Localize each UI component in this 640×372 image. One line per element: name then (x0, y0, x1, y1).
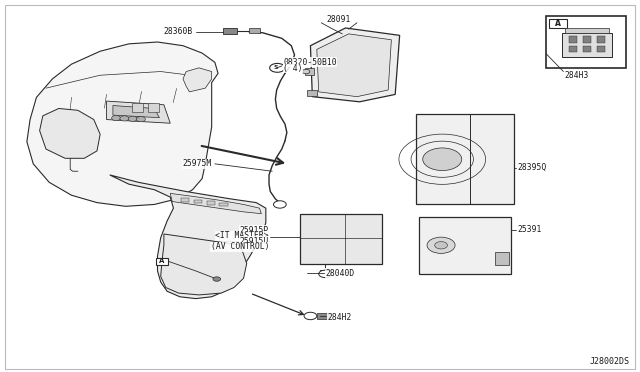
Bar (562, 33, 612, 57)
Bar (568, 46, 577, 52)
Bar (546, 16, 626, 68)
Text: A: A (159, 258, 164, 264)
Bar (148, 103, 159, 112)
Polygon shape (40, 109, 100, 158)
Bar (568, 36, 577, 43)
Bar (495, 252, 509, 264)
Text: 25915U: 25915U (240, 237, 269, 246)
Text: 08320-50B10: 08320-50B10 (283, 58, 337, 67)
Circle shape (120, 116, 129, 121)
Text: A: A (556, 19, 561, 28)
Bar (419, 217, 511, 274)
Circle shape (427, 237, 455, 253)
Text: 25975M: 25975M (182, 159, 212, 169)
Circle shape (128, 116, 137, 121)
Bar (300, 214, 383, 263)
Text: ( 4): ( 4) (283, 64, 303, 73)
Bar (582, 46, 591, 52)
Text: 25391: 25391 (518, 225, 542, 234)
Bar (156, 258, 168, 264)
Circle shape (213, 277, 221, 281)
Bar (565, 28, 609, 33)
Text: <IT MASTER>: <IT MASTER> (216, 231, 269, 240)
Bar (415, 114, 515, 205)
Text: 28395Q: 28395Q (518, 163, 547, 172)
Bar (317, 313, 330, 319)
Polygon shape (161, 234, 246, 295)
Bar (596, 36, 605, 43)
Polygon shape (113, 106, 159, 118)
Polygon shape (317, 34, 392, 97)
Text: (AV CONTROL): (AV CONTROL) (211, 243, 269, 251)
Bar (248, 28, 260, 33)
Polygon shape (307, 90, 317, 96)
Polygon shape (109, 175, 266, 299)
Bar (220, 203, 228, 206)
Bar (223, 28, 237, 34)
Bar (181, 198, 189, 202)
Text: S: S (274, 65, 278, 70)
Circle shape (136, 116, 145, 122)
Polygon shape (183, 68, 212, 92)
Bar (207, 201, 215, 205)
Circle shape (111, 115, 120, 121)
Circle shape (302, 69, 310, 74)
Text: 284H3: 284H3 (564, 71, 589, 80)
Polygon shape (170, 193, 261, 214)
Text: 284H2: 284H2 (328, 313, 352, 322)
Text: 28360B: 28360B (163, 27, 193, 36)
Circle shape (423, 148, 461, 170)
Bar (194, 200, 202, 203)
Bar (582, 36, 591, 43)
Text: 25915P: 25915P (240, 226, 269, 235)
Text: 28040D: 28040D (325, 269, 355, 278)
Circle shape (435, 241, 447, 249)
Polygon shape (27, 42, 218, 206)
Text: J28002DS: J28002DS (589, 357, 629, 366)
Bar (132, 103, 143, 112)
Circle shape (304, 312, 317, 320)
Bar (549, 19, 567, 28)
Polygon shape (106, 101, 170, 123)
Polygon shape (305, 68, 314, 75)
Bar (596, 46, 605, 52)
Polygon shape (310, 28, 399, 102)
Circle shape (319, 270, 332, 278)
Circle shape (273, 201, 286, 208)
Text: 28091: 28091 (327, 15, 351, 24)
